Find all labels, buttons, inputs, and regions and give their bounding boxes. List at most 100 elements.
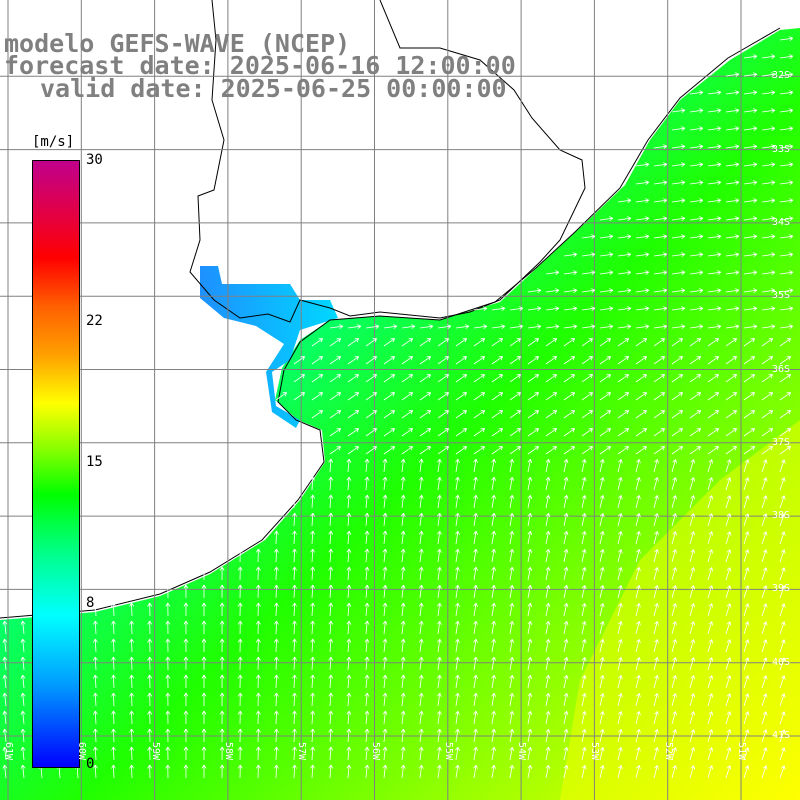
wind-arrow	[671, 639, 677, 653]
wind-arrow	[617, 392, 630, 401]
wind-arrow	[617, 324, 632, 330]
wind-arrow	[563, 288, 578, 294]
wind-arrow	[310, 602, 316, 617]
wind-arrow	[761, 549, 768, 563]
wind-arrow	[437, 428, 450, 437]
wind-arrow	[201, 584, 207, 599]
wind-arrow	[219, 638, 225, 653]
wind-arrow	[365, 410, 378, 419]
wind-arrow	[401, 324, 416, 330]
colorbar-tick-30: 30	[86, 152, 103, 168]
wind-arrow	[725, 567, 732, 581]
wind-arrow	[437, 410, 450, 419]
wind-arrow	[274, 638, 279, 653]
wind-arrow	[509, 692, 515, 707]
wind-arrow	[779, 324, 794, 330]
wind-arrow	[129, 674, 135, 689]
wind-arrow	[671, 513, 677, 527]
wind-arrow	[382, 638, 388, 653]
wind-arrow	[311, 392, 324, 401]
wind-arrow	[581, 477, 587, 491]
wind-arrow	[671, 531, 677, 545]
wind-arrow	[455, 566, 460, 581]
wind-arrow	[509, 584, 515, 599]
wind-arrow	[129, 638, 135, 653]
wind-arrow	[491, 692, 497, 707]
wind-arrow	[725, 765, 732, 779]
wind-arrow	[617, 639, 623, 653]
wind-arrow	[563, 374, 576, 383]
wind-arrow	[779, 270, 794, 276]
wind-arrow	[617, 603, 623, 617]
wind-arrow	[689, 446, 702, 455]
wind-arrow	[545, 530, 551, 545]
wind-arrow	[310, 728, 316, 743]
title-forecast-date: forecast date: 2025-06-16 12:00:00	[4, 51, 516, 80]
wind-arrow	[310, 746, 316, 761]
wind-arrow	[707, 639, 714, 653]
wind-arrow	[382, 476, 388, 491]
wind-arrow	[183, 710, 189, 725]
wind-arrow	[689, 144, 704, 150]
wind-arrow	[491, 446, 504, 455]
wind-arrow	[365, 392, 378, 401]
wind-arrow	[617, 374, 630, 383]
wind-arrow	[617, 495, 623, 509]
wind-arrow	[455, 428, 468, 437]
wind-arrow	[491, 764, 497, 779]
wind-arrow	[237, 764, 243, 779]
wind-arrow	[563, 410, 576, 419]
wind-arrow	[563, 711, 569, 725]
wind-arrow	[581, 356, 594, 365]
wind-arrow	[364, 548, 370, 563]
wind-arrow	[779, 162, 794, 168]
wind-arrow	[292, 620, 297, 635]
wind-arrow	[437, 392, 450, 401]
wind-arrow	[599, 765, 605, 779]
wind-arrow	[346, 602, 352, 617]
wind-arrow	[436, 584, 442, 599]
wind-arrow	[364, 584, 370, 599]
wind-arrow	[545, 410, 558, 419]
wind-arrow	[346, 476, 352, 491]
wind-arrow	[400, 710, 406, 725]
wind-arrow	[329, 324, 344, 330]
wind-arrow	[545, 338, 558, 347]
wind-arrow	[509, 324, 524, 330]
wind-arrow	[779, 747, 786, 761]
wind-arrow	[671, 216, 686, 222]
wind-arrow	[364, 476, 370, 491]
wind-arrow	[689, 513, 696, 527]
wind-arrow	[527, 710, 533, 725]
wind-arrow	[707, 531, 714, 545]
wind-arrow	[545, 458, 551, 473]
wind-arrow	[293, 356, 306, 365]
wind-arrow	[310, 692, 316, 707]
wind-arrow	[292, 656, 297, 671]
wind-arrow	[237, 728, 243, 743]
wind-arrow	[671, 549, 677, 563]
wind-arrow	[653, 410, 666, 419]
wind-arrow	[364, 620, 370, 635]
wind-arrow	[617, 513, 623, 527]
wind-arrow	[183, 638, 189, 653]
wind-arrow	[689, 693, 696, 707]
wind-arrow	[599, 639, 605, 653]
wind-arrow	[689, 356, 702, 365]
wind-arrow	[347, 428, 360, 437]
wind-arrow	[328, 692, 334, 707]
wind-arrow	[707, 729, 714, 743]
lon-label-56W: 56W	[369, 742, 381, 761]
wind-arrow	[527, 428, 540, 437]
wind-arrow	[418, 512, 424, 527]
lat-label-32S: 32S	[772, 70, 791, 82]
wind-arrow	[707, 108, 722, 114]
wind-arrow	[581, 446, 594, 455]
wind-arrow	[455, 338, 468, 347]
wind-arrow	[382, 548, 388, 563]
wind-arrow	[779, 585, 786, 599]
wind-arrow	[599, 729, 605, 743]
wind-arrow	[255, 728, 261, 743]
wind-arrow	[437, 338, 450, 347]
wind-arrow	[689, 639, 696, 653]
